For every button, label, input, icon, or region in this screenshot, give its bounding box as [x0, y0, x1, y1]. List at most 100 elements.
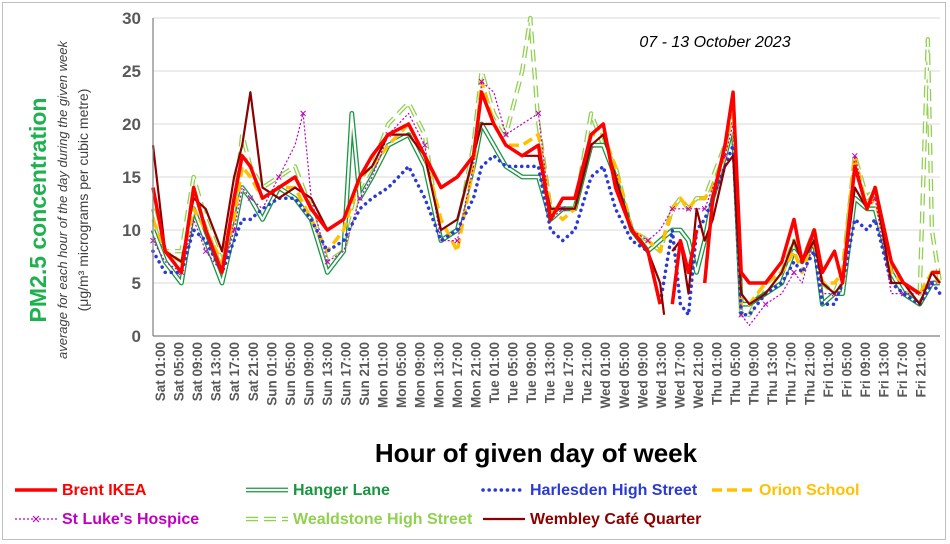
legend-item: Hanger Lane — [246, 482, 390, 499]
x-tick-label: Sun 13:00 — [320, 342, 335, 406]
y-axis-label-sub2: (μg/m³ micrograms per cubic metre) — [75, 89, 91, 312]
series-marker — [421, 142, 428, 149]
x-tick-label: Wed 01:00 — [598, 342, 613, 409]
x-tick-label: Fri 17:00 — [895, 342, 910, 398]
x-tick-label: Fri 21:00 — [914, 342, 929, 398]
x-tick-label: Mon 17:00 — [450, 342, 465, 408]
y-axis-label-sub1: average for each hour of the day during … — [55, 40, 70, 359]
legend-label: St Luke's Hospice — [62, 511, 199, 528]
x-tick-label: Sun 01:00 — [264, 342, 279, 406]
x-tick-label: Tue 21:00 — [580, 342, 595, 403]
series-marker — [685, 205, 692, 212]
x-tick-label: Thu 01:00 — [710, 342, 725, 405]
y-axis-label-main: PM2.5 concentration — [25, 98, 51, 323]
x-tick-label: Sat 05:00 — [172, 342, 187, 401]
x-tick-label: Sun 17:00 — [339, 342, 354, 406]
x-tick-label: Thu 09:00 — [747, 342, 762, 405]
x-tick-label: Fri 01:00 — [821, 342, 836, 398]
legend: Brent IKEA Hanger Lane Harlesden High Stre… — [15, 482, 859, 528]
series-line — [671, 154, 941, 306]
series-marker — [791, 269, 797, 276]
x-tick-label: Wed 05:00 — [617, 342, 632, 409]
series-brent-ikea — [151, 90, 940, 305]
series-marker — [324, 258, 331, 265]
legend-item: Wembley Café Quarter — [483, 511, 701, 528]
x-axis-label: Hour of given day of week — [375, 438, 698, 468]
grid-lines — [153, 17, 940, 284]
y-tick-label: 20 — [122, 115, 141, 134]
x-tick-label: Sun 05:00 — [283, 342, 298, 406]
series-line — [151, 90, 662, 305]
series-marker — [357, 195, 363, 202]
x-tick-label: Sat 17:00 — [227, 342, 242, 401]
y-tick-label: 30 — [122, 9, 141, 28]
x-tick-label: Fri 09:00 — [858, 342, 873, 398]
y-tick-label: 15 — [122, 168, 141, 187]
x-tick-label: Tue 09:00 — [524, 342, 539, 403]
series-marker — [851, 152, 858, 159]
x-tick-label: Sat 01:00 — [153, 342, 168, 401]
x-tick-label: Tue 13:00 — [543, 342, 558, 403]
legend-item: St Luke's Hospice — [15, 511, 199, 528]
series-marker — [503, 131, 509, 138]
x-tick-label: Tue 17:00 — [561, 342, 576, 403]
x-tick-label: Thu 17:00 — [784, 342, 799, 405]
x-tick-label: Mon 01:00 — [376, 342, 391, 408]
y-tick-label: 5 — [132, 274, 141, 293]
x-tick-label: Mon 13:00 — [431, 342, 446, 408]
x-tick-label: Wed 09:00 — [635, 342, 650, 409]
legend-label: Wembley Café Quarter — [530, 511, 701, 528]
x-tick-label: Tue 05:00 — [505, 342, 520, 403]
legend-label: Harlesden High Street — [530, 482, 698, 499]
series-marker — [275, 174, 282, 180]
series-marker — [300, 110, 306, 117]
x-tick-label: Tue 01:00 — [487, 342, 502, 403]
x-tick-label: Fri 13:00 — [876, 342, 891, 398]
x-tick-label: Thu 05:00 — [728, 342, 743, 405]
x-tick-label: Sat 13:00 — [209, 342, 224, 401]
legend-marker — [32, 515, 40, 523]
series-line — [670, 229, 699, 305]
legend-item: Wealdstone High Street — [246, 511, 473, 528]
legend-label: Orion School — [759, 482, 859, 499]
x-tick-label: Wed 17:00 — [672, 342, 687, 409]
series-marker — [478, 78, 485, 85]
y-tick-label: 0 — [132, 327, 141, 346]
legend-item: Harlesden High Street — [481, 482, 698, 499]
x-tick-label: Thu 13:00 — [765, 342, 780, 405]
date-annotation: 07 - 13 October 2023 — [639, 34, 790, 51]
series-marker — [669, 205, 676, 212]
legend-label: Wealdstone High Street — [293, 511, 473, 528]
x-tick-label: Thu 21:00 — [802, 342, 817, 405]
y-tick-labels: 0 5 10 15 20 25 30 — [122, 9, 141, 346]
series-harlesden-high-street — [151, 143, 942, 317]
series-line — [702, 90, 921, 296]
series-wembley-caf-quarter — [151, 91, 941, 315]
series-line — [151, 143, 942, 317]
series-marker — [645, 237, 651, 244]
x-tick-label: Sun 21:00 — [357, 342, 372, 406]
series-marker — [202, 248, 209, 255]
x-tick-labels: Sat 01:00 Sat 05:00 Sat 09:00 Sat 13:00 Sat … — [153, 342, 929, 409]
x-tick-label: Mon 09:00 — [413, 342, 428, 408]
x-tick-label: Mon 05:00 — [394, 342, 409, 408]
series-line — [151, 91, 666, 315]
x-tick-label: Sun 09:00 — [301, 342, 316, 406]
series-marker — [762, 301, 769, 308]
y-tick-label: 10 — [122, 221, 141, 240]
axes — [152, 18, 940, 337]
x-tick-label: Fri 05:00 — [839, 342, 854, 398]
legend-item: Orion School — [712, 482, 859, 499]
legend-label: Hanger Lane — [293, 482, 390, 499]
x-tick-label: Sat 09:00 — [190, 342, 205, 401]
legend-label: Brent IKEA — [62, 482, 147, 499]
series-marker — [454, 237, 461, 244]
legend-item: Brent IKEA — [15, 482, 147, 499]
x-tick-label: Wed 13:00 — [654, 342, 669, 409]
series-marker — [231, 227, 237, 233]
series-marker — [247, 195, 254, 202]
x-tick-label: Mon 21:00 — [468, 342, 483, 408]
series-marker — [535, 110, 542, 117]
y-tick-label: 25 — [122, 62, 141, 81]
